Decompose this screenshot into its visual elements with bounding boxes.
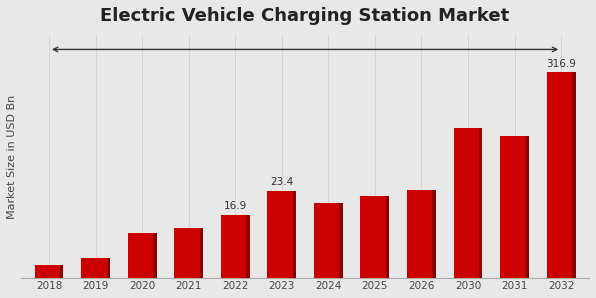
Bar [314, 203, 343, 278]
Bar [386, 196, 389, 278]
Y-axis label: Market Size in USD Bn: Market Size in USD Bn [7, 94, 17, 219]
Text: 16.9: 16.9 [224, 201, 247, 211]
Title: Electric Vehicle Charging Station Market: Electric Vehicle Charging Station Market [101, 7, 510, 25]
Bar [128, 233, 157, 278]
Bar [107, 258, 110, 278]
Bar [246, 215, 250, 278]
Bar [547, 72, 576, 278]
Bar [433, 190, 436, 278]
Bar [361, 196, 389, 278]
Bar [153, 233, 157, 278]
Bar [268, 191, 296, 278]
Bar [454, 128, 482, 278]
Text: 23.4: 23.4 [270, 177, 293, 187]
Bar [60, 265, 64, 278]
Bar [500, 136, 529, 278]
Bar [526, 136, 529, 278]
Bar [200, 228, 203, 278]
Bar [572, 72, 576, 278]
Bar [479, 128, 482, 278]
Bar [407, 190, 436, 278]
Bar [35, 265, 64, 278]
Bar [174, 228, 203, 278]
Bar [293, 191, 296, 278]
Bar [339, 203, 343, 278]
Bar [81, 258, 110, 278]
Text: 316.9: 316.9 [546, 59, 576, 69]
Bar [221, 215, 250, 278]
